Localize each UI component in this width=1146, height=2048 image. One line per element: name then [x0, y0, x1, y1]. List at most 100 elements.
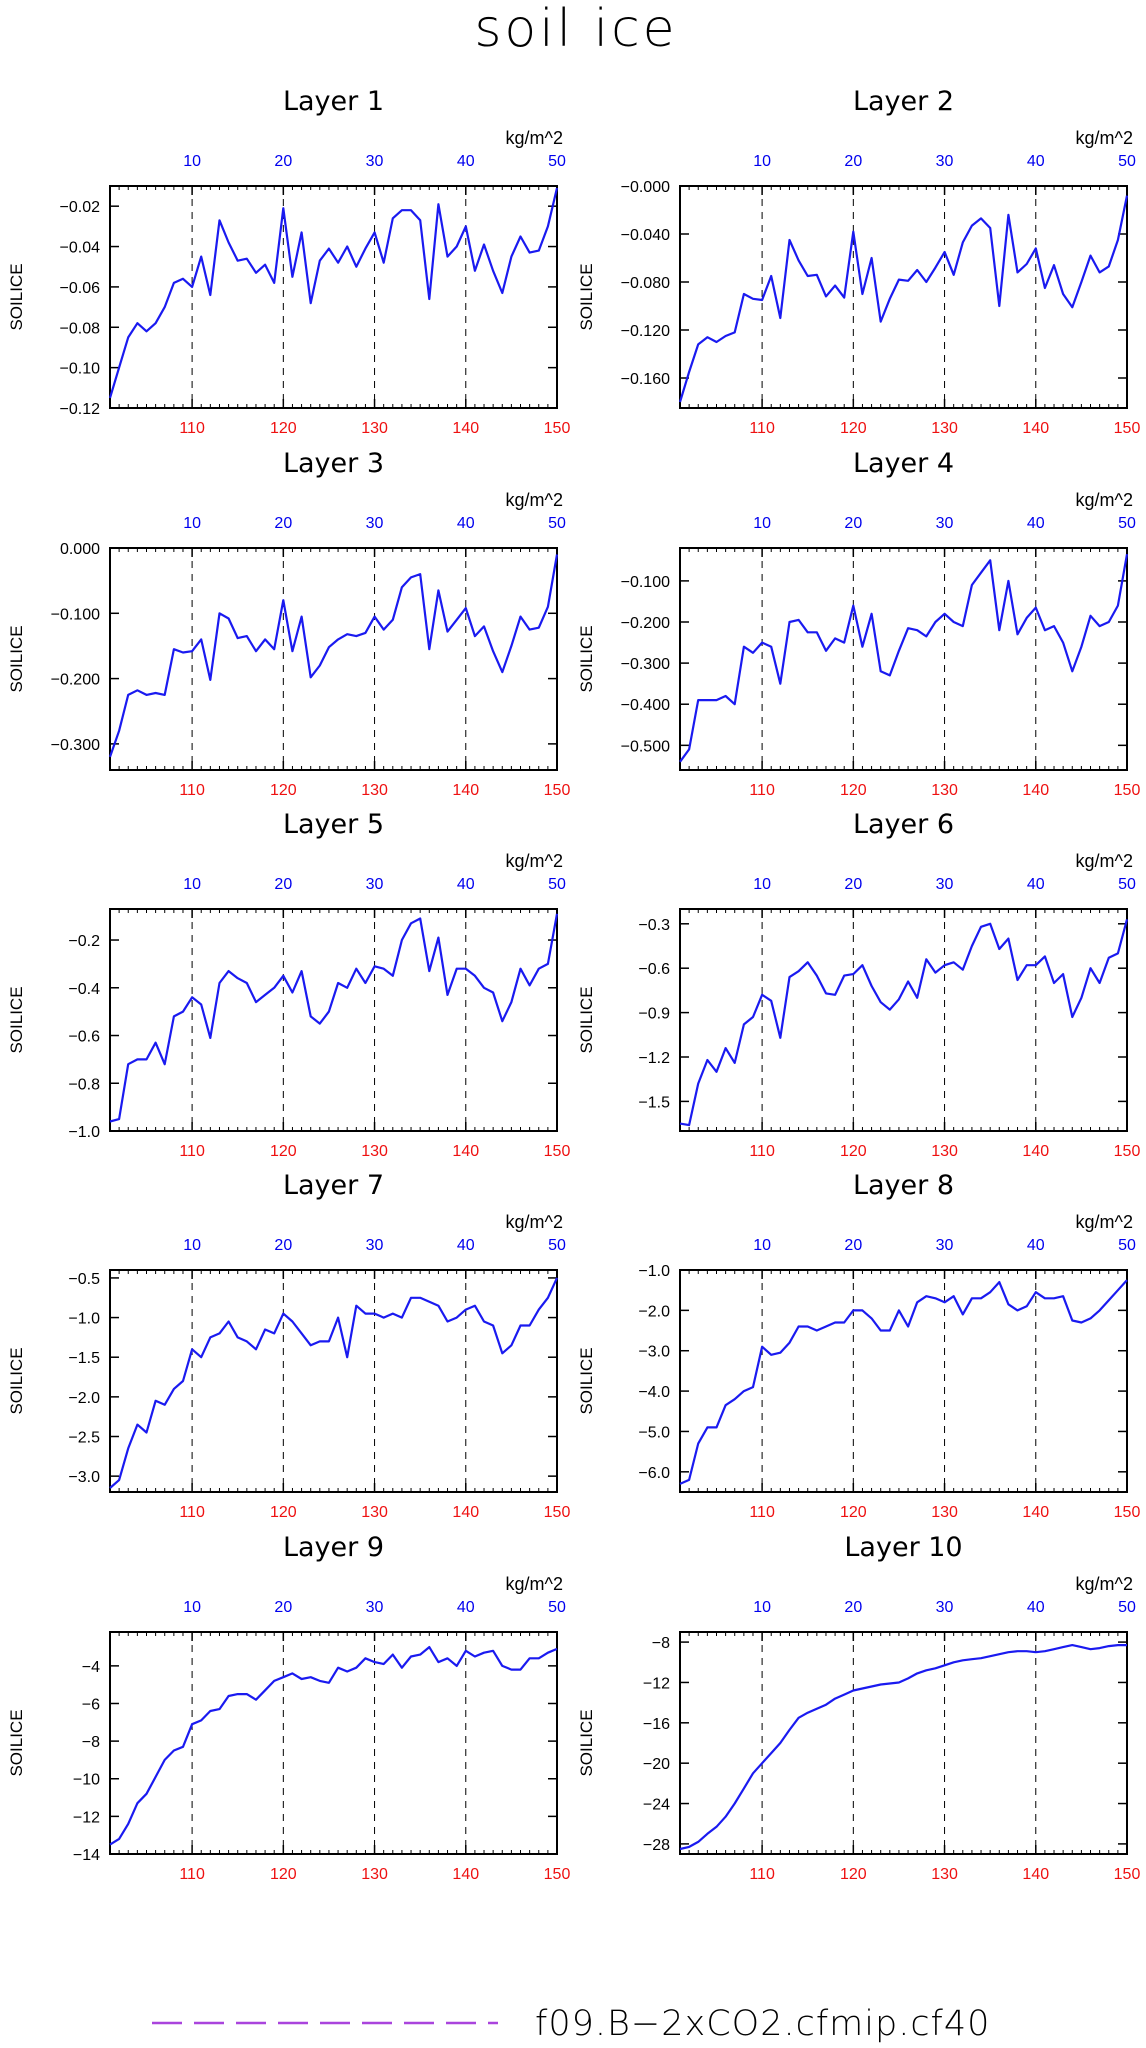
unit-label: kg/m^2	[506, 1212, 563, 1232]
y-tick-label: −2.0	[68, 1390, 100, 1407]
x-tick-label-top: 50	[1118, 153, 1136, 170]
plot-frame	[109, 1631, 558, 1855]
x-tick-label-top: 20	[274, 153, 292, 170]
x-tick-label-bottom: 140	[1022, 1504, 1049, 1521]
x-tick-label-bottom: 120	[840, 1143, 867, 1160]
y-tick-label: −12	[73, 1809, 100, 1826]
x-tick-label-bottom: 140	[452, 420, 479, 437]
y-tick-label: −1.0	[68, 1311, 100, 1328]
x-tick-label-bottom: 120	[840, 420, 867, 437]
plot-frame	[679, 547, 1128, 771]
x-tick-label-bottom: 110	[179, 420, 205, 437]
x-tick-label-bottom: 130	[931, 1504, 958, 1521]
y-tick-label: −0.080	[621, 275, 670, 292]
y-tick-label: −0.9	[638, 1006, 670, 1023]
y-axis-label: SOILICE	[7, 1347, 26, 1414]
x-tick-label-top: 10	[183, 1237, 201, 1254]
series-line	[108, 187, 559, 399]
y-tick-label: −8	[82, 1734, 100, 1751]
y-tick-label: −16	[643, 1716, 670, 1733]
y-tick-label: −0.5	[68, 1271, 100, 1288]
y-tick-label: −0.4	[68, 981, 100, 998]
x-tick-label-top: 40	[457, 876, 475, 893]
plot-frame	[679, 1269, 1128, 1493]
x-tick-label-bottom: 150	[544, 1866, 571, 1883]
plot-frame	[679, 908, 1128, 1132]
y-tick-label: −1.0	[68, 1124, 100, 1141]
x-tick-label-bottom: 130	[361, 1143, 388, 1160]
y-tick-label: −20	[643, 1756, 670, 1773]
y-tick-label: −0.200	[51, 672, 100, 689]
x-tick-label-top: 40	[1027, 1237, 1045, 1254]
panel-title: Layer 4	[853, 448, 954, 479]
x-tick-label-bottom: 120	[840, 1504, 867, 1521]
y-tick-label: −10	[73, 1772, 100, 1789]
y-axis-label: SOILICE	[7, 986, 26, 1053]
y-tick-label: −1.5	[638, 1094, 670, 1111]
x-tick-label-bottom: 150	[1114, 782, 1141, 799]
x-tick-label-bottom: 120	[270, 1143, 297, 1160]
x-tick-label-top: 30	[936, 153, 954, 170]
y-tick-label: −0.3	[638, 917, 670, 934]
y-tick-label: −24	[643, 1797, 670, 1814]
y-tick-label: −0.6	[68, 1029, 100, 1046]
legend: f09.B−2xCO2.cfmip.cf40	[152, 2004, 989, 2044]
x-tick-label-bottom: 150	[544, 420, 571, 437]
y-tick-label: −14	[73, 1847, 100, 1864]
y-tick-label: −0.040	[621, 227, 670, 244]
chart-panels: Layer 1 kg/m^2 SOILICE 110 120 130 140 150 10 20 3…	[7, 86, 1140, 1883]
x-tick-label-bottom: 120	[270, 782, 297, 799]
x-tick-label-top: 10	[753, 1237, 771, 1254]
y-tick-label: −4.0	[638, 1384, 670, 1401]
y-tick-label: −6.0	[638, 1465, 670, 1482]
series-line	[679, 554, 1129, 763]
x-tick-label-bottom: 150	[1114, 1504, 1141, 1521]
x-tick-label-top: 20	[274, 1599, 292, 1616]
x-tick-label-bottom: 150	[1114, 420, 1141, 437]
panel-title: Layer 10	[844, 1532, 962, 1563]
x-tick-label-bottom: 140	[452, 1866, 479, 1883]
x-tick-label-bottom: 110	[179, 782, 205, 799]
x-tick-label-top: 40	[457, 1237, 475, 1254]
unit-label: kg/m^2	[1076, 851, 1133, 871]
x-tick-label-top: 50	[1118, 1237, 1136, 1254]
unit-label: kg/m^2	[506, 1574, 563, 1594]
series-line	[679, 1643, 1127, 1851]
layer-2-chart: Layer 2 kg/m^2 SOILICE 110 120 130 140 150 10 20 3…	[577, 86, 1140, 437]
y-tick-label: −0.200	[621, 615, 670, 632]
x-tick-label-top: 40	[457, 153, 475, 170]
layer-10-chart: Layer 10 kg/m^2 SOILICE 110 120 130 140 150 10 20…	[577, 1532, 1140, 1883]
panel-title: Layer 6	[853, 809, 954, 840]
series-line	[108, 554, 559, 758]
x-tick-label-top: 10	[753, 515, 771, 532]
plot-frame	[679, 1631, 1128, 1855]
x-tick-label-bottom: 130	[931, 420, 958, 437]
x-tick-label-bottom: 110	[749, 1866, 775, 1883]
x-tick-label-top: 50	[548, 1599, 566, 1616]
x-tick-label-top: 20	[844, 1237, 862, 1254]
y-tick-label: −8	[652, 1635, 670, 1652]
y-tick-label: −0.500	[621, 738, 670, 755]
x-tick-label-top: 10	[753, 153, 771, 170]
series-line	[109, 1277, 559, 1489]
x-tick-label-top: 20	[844, 515, 862, 532]
y-tick-label: −1.5	[68, 1350, 100, 1367]
x-tick-label-bottom: 130	[361, 782, 388, 799]
series-line	[678, 195, 1129, 403]
x-tick-label-top: 50	[548, 1237, 566, 1254]
x-tick-label-top: 30	[366, 876, 384, 893]
y-axis-label: SOILICE	[577, 1709, 596, 1776]
y-axis-label: SOILICE	[577, 625, 596, 692]
x-tick-label-bottom: 130	[361, 1866, 388, 1883]
y-tick-label: −28	[643, 1837, 670, 1854]
x-tick-label-top: 30	[366, 1599, 384, 1616]
y-tick-label: 0.000	[60, 541, 100, 558]
x-tick-label-bottom: 120	[840, 782, 867, 799]
plot-frame	[679, 185, 1128, 409]
y-axis-label: SOILICE	[577, 1347, 596, 1414]
y-tick-label: −0.100	[621, 574, 670, 591]
x-tick-label-top: 50	[1118, 876, 1136, 893]
x-tick-label-top: 30	[936, 1237, 954, 1254]
panel-title: Layer 5	[283, 809, 384, 840]
y-axis-label: SOILICE	[7, 1709, 26, 1776]
